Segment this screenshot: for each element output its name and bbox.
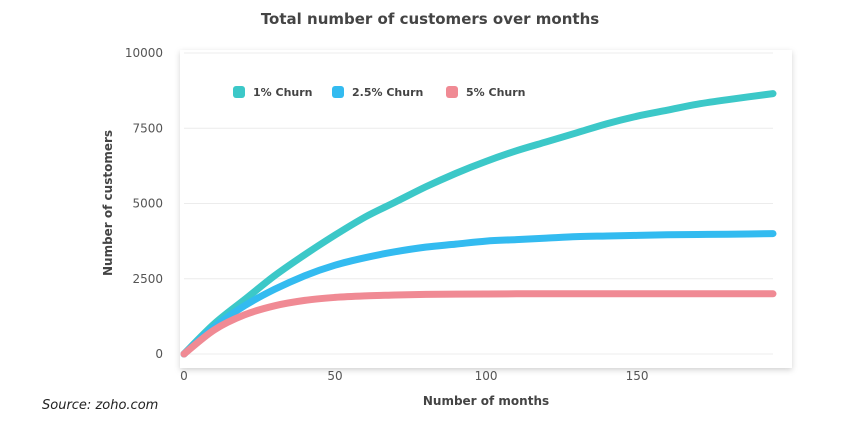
source-note: Source: zoho.com <box>42 398 159 413</box>
x-axis-title: Number of months <box>423 394 549 408</box>
y-tick-label: 10000 <box>125 46 163 60</box>
series-line-2 <box>180 290 777 358</box>
legend-swatch <box>332 86 344 98</box>
gridlines <box>184 52 773 355</box>
y-tick-label: 0 <box>155 347 163 361</box>
series-line-0 <box>180 90 777 358</box>
legend-swatch <box>446 86 458 98</box>
y-axis-ticks: 0 2500 5000 7500 10000 <box>125 46 163 361</box>
legend: 1% Churn 2.5% Churn 5% Churn <box>233 86 526 99</box>
legend-swatch <box>233 86 245 98</box>
y-tick-label: 5000 <box>132 197 163 211</box>
series-line-1 <box>180 230 777 358</box>
y-axis-title: Number of customers <box>101 130 115 276</box>
legend-label: 1% Churn <box>253 86 313 99</box>
series-lines <box>180 90 777 358</box>
x-tick-label: 0 <box>180 369 188 383</box>
x-tick-label: 150 <box>626 369 649 383</box>
legend-label: 5% Churn <box>466 86 526 99</box>
y-tick-label: 2500 <box>132 272 163 286</box>
x-axis-ticks: 0 50 100 150 <box>180 369 648 383</box>
chart-title: Total number of customers over months <box>260 10 600 28</box>
legend-label: 2.5% Churn <box>352 86 423 99</box>
x-tick-label: 100 <box>475 369 498 383</box>
y-tick-label: 7500 <box>132 121 163 135</box>
x-tick-label: 50 <box>327 369 342 383</box>
